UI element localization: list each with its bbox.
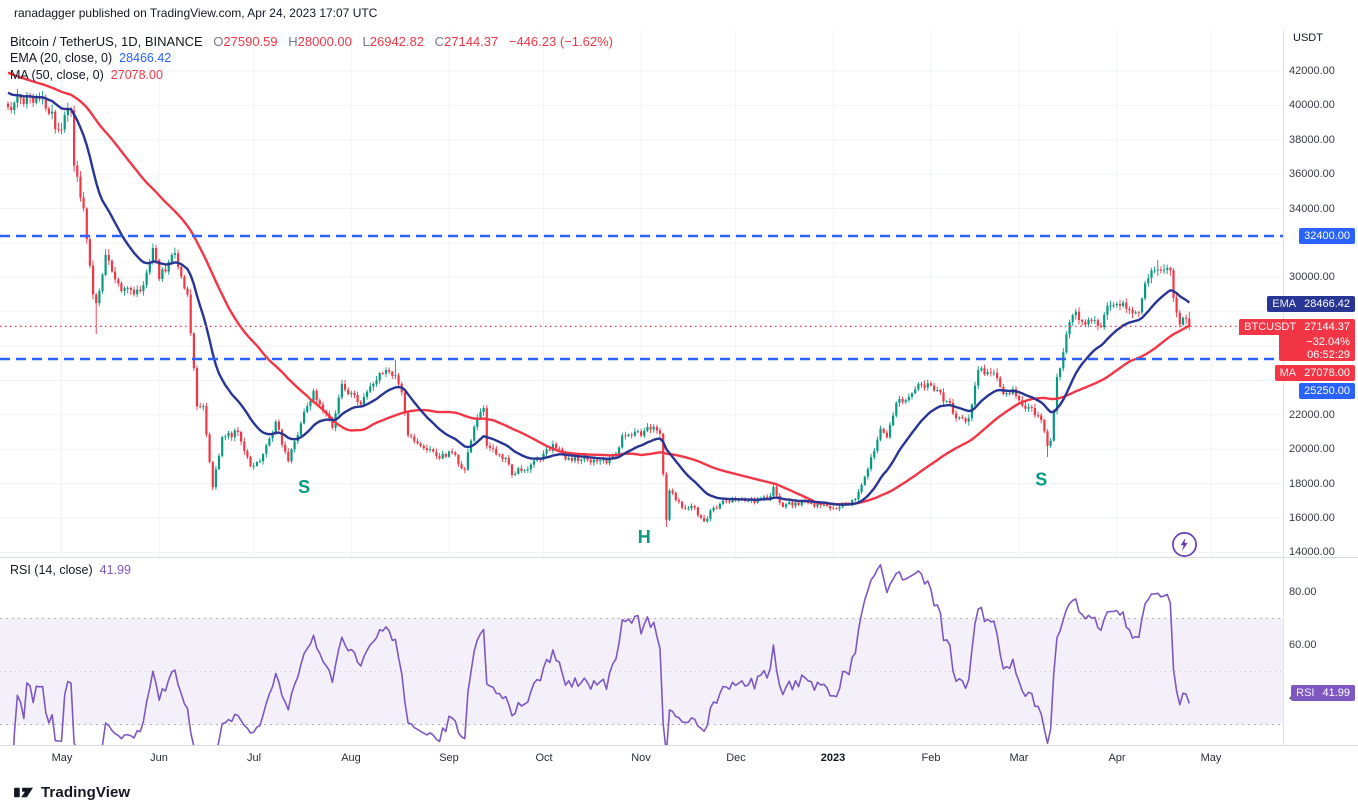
symbol-price-badge: BTCUSDT 27144.37 −32.04% 06:52:29	[1239, 319, 1355, 361]
ohlc-l-value: 26942.82	[369, 34, 424, 49]
time-axis-label: Jun	[150, 752, 168, 764]
time-axis-label: Sep	[439, 752, 459, 764]
symbol-price-row: BTCUSDT 27144.37	[1239, 319, 1355, 335]
price-tick: 14000.00	[1289, 546, 1335, 558]
ma-badge-label: MA	[1279, 367, 1297, 379]
resistance-price-badge: 32400.00	[1299, 228, 1355, 244]
rsi-legend-row[interactable]: RSI (14, close) 41.99	[10, 562, 131, 579]
ema-price-badge: EMA 28466.42	[1267, 296, 1355, 312]
rsi-badge-value: 41.99	[1322, 687, 1350, 699]
ohlc-o-label: O	[213, 34, 224, 49]
svg-text:H: H	[638, 527, 651, 547]
price-tick: 34000.00	[1289, 203, 1335, 215]
ema-legend-row[interactable]: EMA (20, close, 0) 28466.42	[10, 50, 613, 67]
publish-header: ranadagger published on TradingView.com,…	[14, 6, 377, 20]
rsi-value-badge: RSI 41.99	[1291, 685, 1355, 701]
symbol-title[interactable]: Bitcoin / TetherUS, 1D, BINANCE	[10, 34, 203, 49]
price-tick: 30000.00	[1289, 271, 1335, 283]
price-axis-unit: USDT	[1293, 32, 1323, 44]
time-axis-label: Aug	[341, 752, 361, 764]
time-axis-label: May	[51, 752, 73, 764]
ema-badge-label: EMA	[1272, 298, 1297, 310]
svg-text:S: S	[1035, 469, 1047, 489]
time-axis-label: 2023	[820, 752, 846, 764]
time-axis[interactable]: May Jun Jul Aug Sep Oct Nov Dec 2023 Feb Mar Apr May	[0, 745, 1358, 774]
footer: TradingView	[14, 784, 130, 801]
ohlc-legend-row[interactable]: Bitcoin / TetherUS, 1D, BINANCE O27590.5…	[10, 33, 613, 50]
symbol-legend: Bitcoin / TetherUS, 1D, BINANCE O27590.5…	[10, 33, 613, 84]
price-tick: 38000.00	[1289, 134, 1335, 146]
ema-label: EMA (20, close, 0)	[10, 51, 113, 65]
price-tick: 18000.00	[1289, 478, 1335, 490]
ohlc-c-value: 27144.37	[444, 34, 499, 49]
symbol-change-row: −32.04%	[1279, 335, 1355, 348]
time-axis-label: Oct	[535, 752, 553, 764]
time-axis-label: Nov	[631, 752, 651, 764]
bar-countdown: 06:52:29	[1307, 348, 1350, 361]
time-axis-label: Jul	[246, 752, 262, 764]
price-tick: 20000.00	[1289, 443, 1335, 455]
time-axis-label: Feb	[921, 752, 941, 764]
tradingview-wordmark[interactable]: TradingView	[41, 784, 131, 801]
price-axis-border	[1283, 30, 1284, 745]
resistance-price-value: 32400.00	[1304, 230, 1350, 242]
price-tick: 40000.00	[1289, 99, 1335, 111]
ohlc-l-label: L	[362, 34, 370, 49]
rsi-tick: 60.00	[1289, 639, 1317, 651]
publish-text: ranadagger published on TradingView.com,…	[14, 6, 378, 20]
price-tick: 16000.00	[1289, 512, 1335, 524]
ema-value: 28466.42	[119, 51, 172, 65]
tradingview-logo-icon[interactable]	[14, 784, 34, 801]
time-axis-label: May	[1200, 752, 1222, 764]
lightning-icon[interactable]	[1171, 531, 1198, 558]
ma-value: 27078.00	[110, 68, 163, 82]
rsi-value: 41.99	[99, 563, 131, 577]
ma-price-badge: MA 27078.00	[1274, 365, 1355, 381]
ma-label: MA (50, close, 0)	[10, 68, 104, 82]
price-tick: 22000.00	[1289, 409, 1335, 421]
time-axis-label: Dec	[726, 752, 746, 764]
support-price-badge: 25250.00	[1299, 383, 1355, 399]
pane-separator[interactable]	[0, 557, 1358, 558]
ohlc-h-label: H	[288, 34, 298, 49]
ohlc-change: −446.23 (−1.62%)	[508, 34, 613, 49]
ohlc-h-value: 28000.00	[297, 34, 352, 49]
symbol-badge-label: BTCUSDT	[1244, 321, 1297, 333]
ema-badge-value: 28466.42	[1304, 298, 1350, 310]
rsi-label: RSI (14, close)	[10, 563, 93, 577]
main-price-pane[interactable]: S H S	[0, 30, 1283, 557]
time-axis-label: Mar	[1009, 752, 1029, 764]
ohlc-o-value: 27590.59	[223, 34, 278, 49]
ohlc-c-label: C	[434, 34, 445, 49]
ma-badge-value: 27078.00	[1304, 367, 1350, 379]
symbol-change-pct: −32.04%	[1306, 335, 1350, 348]
price-tick: 36000.00	[1289, 168, 1335, 180]
rsi-badge-label: RSI	[1296, 687, 1315, 699]
bar-countdown-row: 06:52:29	[1279, 348, 1355, 361]
rsi-pane[interactable]	[0, 558, 1283, 745]
price-tick: 42000.00	[1289, 65, 1335, 77]
time-axis-label: Apr	[1108, 752, 1126, 764]
symbol-badge-price: 27144.37	[1304, 321, 1350, 333]
rsi-tick: 80.00	[1289, 586, 1317, 598]
svg-text:S: S	[298, 477, 310, 497]
support-price-value: 25250.00	[1304, 385, 1350, 397]
ma-legend-row[interactable]: MA (50, close, 0) 27078.00	[10, 67, 613, 84]
